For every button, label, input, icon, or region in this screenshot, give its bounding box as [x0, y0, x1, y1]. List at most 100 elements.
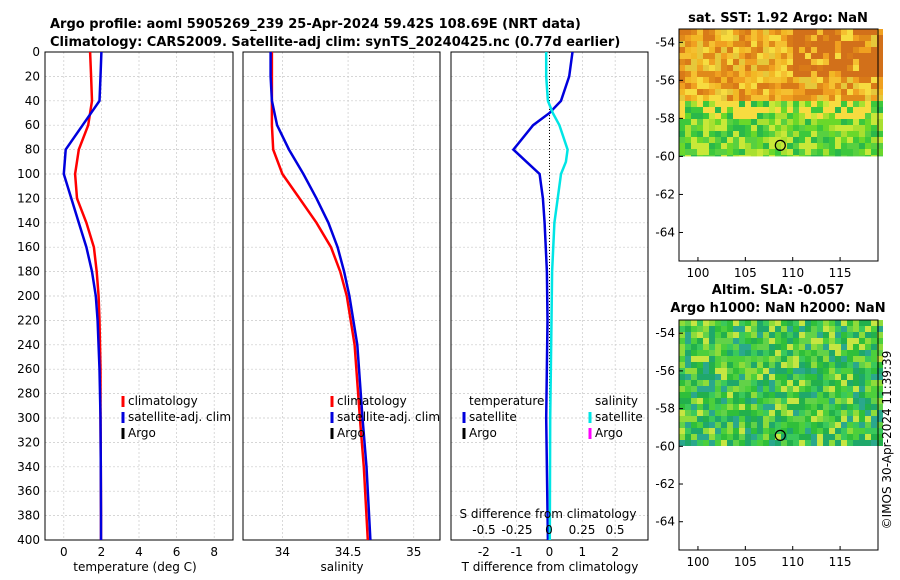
- map-cell: [787, 77, 793, 83]
- map-cell: [751, 47, 757, 53]
- map-cell: [727, 362, 733, 368]
- map-cell: [691, 47, 697, 53]
- map-cell: [877, 320, 883, 326]
- map-cell: [799, 113, 805, 119]
- map-cell: [835, 143, 841, 149]
- map-cell: [739, 155, 745, 157]
- map-cell: [751, 440, 757, 446]
- map-cell: [811, 428, 817, 434]
- map-cell: [823, 320, 829, 326]
- map-cell: [787, 113, 793, 119]
- map-cell: [733, 155, 739, 157]
- map-cell: [715, 137, 721, 143]
- map-cell: [799, 71, 805, 77]
- map-cell: [685, 338, 691, 344]
- map-x-tick-label: 105: [734, 555, 757, 569]
- map-cell: [679, 137, 685, 143]
- map-cell: [811, 101, 817, 107]
- map-cell: [763, 434, 769, 440]
- map-cell: [721, 143, 727, 149]
- map-cell: [715, 428, 721, 434]
- map-cell: [835, 326, 841, 332]
- map-cell: [691, 101, 697, 107]
- map-cell: [745, 416, 751, 422]
- map-cell: [817, 368, 823, 374]
- map-cell: [829, 344, 835, 350]
- map-cell: [811, 59, 817, 65]
- map-cell: [745, 89, 751, 95]
- map-cell: [841, 119, 847, 125]
- map-cell: [817, 392, 823, 398]
- map-cell: [721, 47, 727, 53]
- map-cell: [823, 368, 829, 374]
- map-cell: [769, 350, 775, 356]
- map-cell: [871, 71, 877, 77]
- map-cell: [775, 374, 781, 380]
- map-cell: [781, 332, 787, 338]
- map-cell: [871, 320, 877, 326]
- map-cell: [709, 107, 715, 113]
- map-cell: [787, 362, 793, 368]
- map-cell: [727, 440, 733, 446]
- map-cell: [817, 47, 823, 53]
- map-cell: [751, 374, 757, 380]
- map-cell: [733, 434, 739, 440]
- map-cell: [823, 89, 829, 95]
- map-cell: [817, 113, 823, 119]
- map-cell: [871, 53, 877, 59]
- map-cell: [847, 332, 853, 338]
- map-cell: [745, 101, 751, 107]
- map-cell: [691, 77, 697, 83]
- map-cell: [853, 83, 859, 89]
- map-cell: [769, 125, 775, 131]
- map-cell: [739, 41, 745, 47]
- map-cell: [853, 35, 859, 41]
- map-cell: [853, 53, 859, 59]
- map-cell: [847, 416, 853, 422]
- map-cell: [847, 326, 853, 332]
- map-cell: [787, 356, 793, 362]
- map-cell: [733, 137, 739, 143]
- map-cell: [679, 416, 685, 422]
- map-cell: [781, 149, 787, 155]
- map-cell: [769, 35, 775, 41]
- map-cell: [715, 356, 721, 362]
- map-cell: [751, 356, 757, 362]
- map-cell: [823, 41, 829, 47]
- map-cell: [769, 143, 775, 149]
- s-difference-ticks: -0.5 -0.25 0 0.25 0.5: [472, 523, 624, 537]
- map-cell: [877, 113, 883, 119]
- map-cell: [685, 416, 691, 422]
- map-cell: [745, 332, 751, 338]
- map-cell: [793, 320, 799, 326]
- map-cell: [739, 71, 745, 77]
- map-cell: [739, 320, 745, 326]
- map-cell: [853, 374, 859, 380]
- map-cell: [709, 131, 715, 137]
- map-cell: [805, 374, 811, 380]
- map-cell: [679, 374, 685, 380]
- map-cell: [805, 107, 811, 113]
- map-cell: [739, 35, 745, 41]
- map-cell: [679, 35, 685, 41]
- map-cell: [829, 350, 835, 356]
- map-cell: [703, 344, 709, 350]
- map-cell: [715, 350, 721, 356]
- map-cell: [697, 119, 703, 125]
- map-cell: [841, 155, 847, 157]
- map-cell: [787, 380, 793, 386]
- map-cell: [685, 143, 691, 149]
- map-cell: [739, 428, 745, 434]
- map-cell: [853, 95, 859, 101]
- map-cell: [763, 149, 769, 155]
- map-cell: [679, 326, 685, 332]
- map-cell: [805, 356, 811, 362]
- map-cell: [691, 416, 697, 422]
- map-cell: [679, 380, 685, 386]
- map-cell: [775, 332, 781, 338]
- map-cell: [703, 53, 709, 59]
- map-cell: [769, 53, 775, 59]
- map-cell: [691, 374, 697, 380]
- map-cell: [709, 422, 715, 428]
